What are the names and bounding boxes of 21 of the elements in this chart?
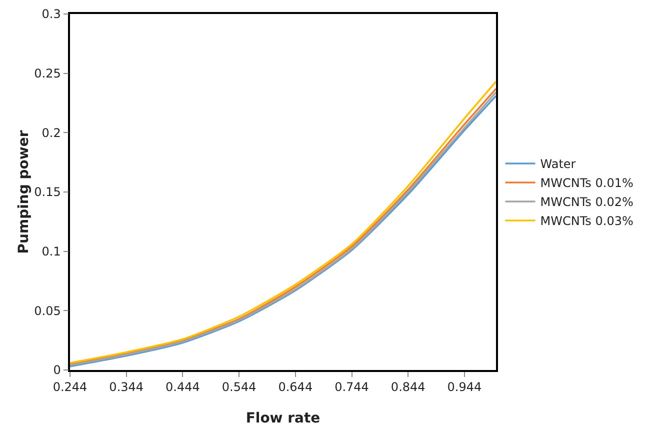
y-tick-label: 0.15 xyxy=(34,185,61,200)
x-tick-label: 0.244 xyxy=(52,380,88,394)
x-axis-title: Flow rate xyxy=(246,410,320,426)
y-tick-label: 0.2 xyxy=(42,126,61,140)
legend-label: MWCNTs 0.01% xyxy=(540,176,634,190)
legend-label: MWCNTs 0.03% xyxy=(540,214,634,228)
y-tick-label: 0.1 xyxy=(42,244,61,259)
x-tick-label: 0.744 xyxy=(334,380,369,394)
x-tick-label: 0.444 xyxy=(166,380,200,394)
x-tick-label: 0.344 xyxy=(109,380,144,394)
y-tick-label: 0.05 xyxy=(34,304,61,318)
y-axis-title: Pumping power xyxy=(16,130,32,254)
legend-label: Water xyxy=(540,157,576,172)
x-tick-label: 0.844 xyxy=(390,380,426,394)
legend-label: MWCNTs 0.02% xyxy=(540,195,634,210)
y-tick-label: 0.25 xyxy=(34,66,61,81)
x-tick-label: 0.644 xyxy=(278,380,313,394)
y-tick-label: 0.3 xyxy=(42,7,61,22)
x-tick-label: 0.944 xyxy=(447,380,482,394)
y-tick-label: 0 xyxy=(53,363,61,378)
x-tick-label: 0.544 xyxy=(222,380,256,394)
